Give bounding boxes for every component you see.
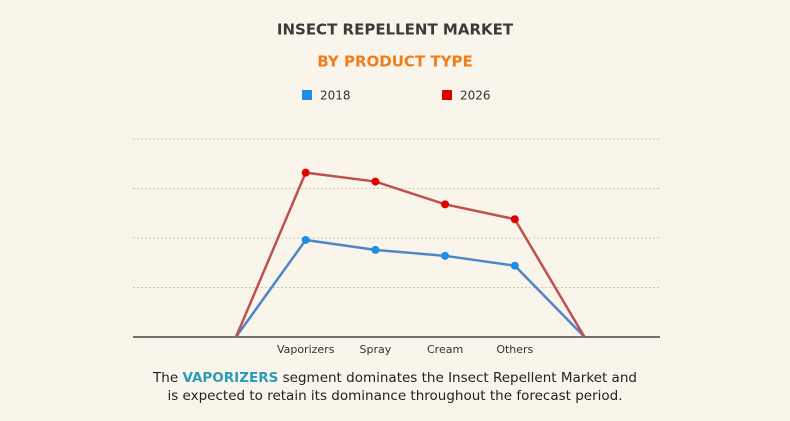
x-tick-label: Spray	[360, 343, 392, 356]
legend-label: 2018	[320, 89, 351, 103]
caption-highlight: VAPORIZERS	[182, 370, 278, 386]
x-tick-label: Cream	[427, 343, 463, 356]
data-point	[510, 215, 519, 224]
data-point	[301, 235, 310, 244]
data-point	[301, 168, 310, 177]
series-line	[234, 238, 586, 338]
data-point	[371, 245, 380, 254]
caption-text: segment dominates the Insect Repellent M…	[283, 370, 637, 386]
chart-title: INSECT REPELLENT MARKET	[277, 21, 514, 39]
data-point	[371, 177, 380, 186]
series-line	[234, 171, 586, 338]
caption-text: is expected to retain its dominance thro…	[167, 388, 622, 404]
legend-swatch	[442, 90, 452, 100]
legend-label: 2026	[460, 89, 491, 103]
data-point	[510, 261, 519, 270]
x-tick-label: Vaporizers	[277, 343, 335, 356]
data-point	[441, 251, 450, 260]
x-tick-label: Others	[496, 343, 533, 356]
data-point	[441, 200, 450, 209]
caption-text: The	[152, 370, 178, 386]
legend-swatch	[302, 90, 312, 100]
chart-subtitle: BY PRODUCT TYPE	[317, 53, 472, 71]
caption: The VAPORIZERS segment dominates the Ins…	[152, 370, 637, 386]
